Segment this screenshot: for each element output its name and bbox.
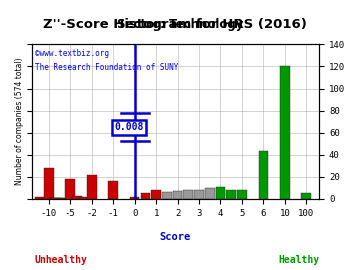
Bar — [173, 191, 183, 199]
Bar — [301, 193, 311, 199]
Bar — [35, 197, 45, 199]
Bar — [140, 193, 150, 199]
Bar — [280, 66, 290, 199]
Text: Healthy: Healthy — [278, 255, 319, 265]
Y-axis label: Number of companies (574 total): Number of companies (574 total) — [15, 58, 24, 185]
Bar — [216, 187, 225, 199]
Bar — [44, 168, 54, 199]
Bar — [51, 198, 61, 199]
Bar — [130, 197, 139, 199]
Bar — [151, 190, 161, 199]
Bar — [258, 151, 268, 199]
Bar — [108, 181, 118, 199]
Bar — [205, 188, 215, 199]
Bar — [42, 198, 51, 199]
Bar — [66, 179, 75, 199]
Bar — [184, 190, 193, 199]
Bar — [55, 198, 64, 199]
Bar — [237, 190, 247, 199]
Bar — [78, 197, 88, 199]
Title: Z''-Score Histogram for HRS (2016): Z''-Score Histogram for HRS (2016) — [44, 18, 307, 31]
Bar — [87, 175, 96, 199]
Bar — [58, 198, 68, 199]
Text: 0.008: 0.008 — [114, 122, 144, 132]
Bar — [48, 198, 58, 199]
Bar — [226, 190, 236, 199]
Text: The Research Foundation of SUNY: The Research Foundation of SUNY — [35, 63, 178, 72]
Bar — [72, 195, 81, 199]
Text: ©www.textbiz.org: ©www.textbiz.org — [35, 49, 108, 58]
Bar — [162, 192, 172, 199]
Bar — [194, 190, 204, 199]
Text: Sector: Technology: Sector: Technology — [117, 18, 243, 31]
X-axis label: Score: Score — [160, 231, 191, 241]
Text: Unhealthy: Unhealthy — [35, 255, 87, 265]
